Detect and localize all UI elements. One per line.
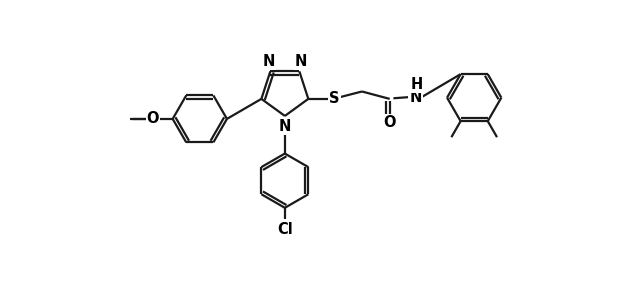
Text: N: N [294,54,307,69]
Text: N: N [263,54,275,69]
Text: S: S [329,91,339,106]
Text: H: H [411,77,423,91]
Text: O: O [383,115,396,131]
Text: O: O [147,111,159,126]
Text: N: N [410,90,422,105]
Text: Cl: Cl [277,222,292,237]
Text: N: N [278,119,291,134]
